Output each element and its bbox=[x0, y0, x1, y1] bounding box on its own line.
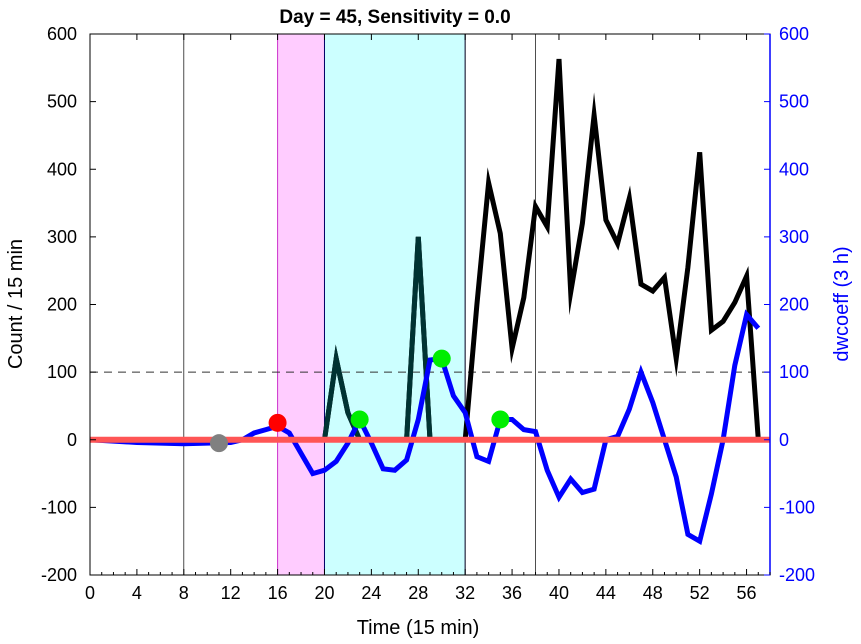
x-axis-label: Time (15 min) bbox=[357, 617, 480, 639]
band-1 bbox=[323, 33, 466, 576]
marker-1 bbox=[268, 413, 287, 432]
y-tick-label: 100 bbox=[47, 362, 77, 382]
y-tick-label: 0 bbox=[67, 430, 77, 450]
y2-tick-label: 200 bbox=[779, 295, 809, 315]
y2-tick-label: -200 bbox=[779, 565, 815, 585]
x-tick-label: 12 bbox=[221, 583, 241, 603]
series-line-2 bbox=[89, 309, 761, 546]
y2-axis-label: dwcoeff (3 h) bbox=[831, 246, 853, 361]
x-tick-label: 52 bbox=[690, 583, 710, 603]
marker-0 bbox=[209, 434, 228, 453]
y2-tick-label: 600 bbox=[779, 24, 809, 44]
x-tick-label: 8 bbox=[179, 583, 189, 603]
y-tick-label: 400 bbox=[47, 159, 77, 179]
y-tick-label: -200 bbox=[41, 565, 77, 585]
x-tick-label: 16 bbox=[268, 583, 288, 603]
y-tick-label: -100 bbox=[41, 497, 77, 517]
y-axis-label: Count / 15 min bbox=[5, 239, 27, 369]
x-tick-label: 20 bbox=[314, 583, 334, 603]
y2-tick-label: 400 bbox=[779, 159, 809, 179]
x-tick-label: 44 bbox=[596, 583, 616, 603]
marker-4 bbox=[491, 410, 510, 429]
y-tick-label: 200 bbox=[47, 295, 77, 315]
plot-area: 0 4 8 12 16 20 24 28 32 36 40 44 48 52 56-200-10001002… bbox=[41, 24, 815, 603]
x-tick-label: 32 bbox=[455, 583, 475, 603]
x-tick-label: 28 bbox=[408, 583, 428, 603]
x-tick-label: 4 bbox=[132, 583, 142, 603]
x-tick-label: 56 bbox=[737, 583, 757, 603]
y2-tick-label: 300 bbox=[779, 227, 809, 247]
y2-tick-label: -100 bbox=[779, 497, 815, 517]
y-tick-label: 600 bbox=[47, 24, 77, 44]
y2-tick-label: 500 bbox=[779, 92, 809, 112]
chart-title: Day = 45, Sensitivity = 0.0 bbox=[279, 7, 510, 28]
y2-tick-label: 0 bbox=[779, 430, 789, 450]
x-tick-label: 48 bbox=[643, 583, 663, 603]
marker-3 bbox=[432, 349, 451, 368]
band-0 bbox=[277, 33, 325, 576]
x-tick-label: 0 bbox=[85, 583, 95, 603]
x-tick-label: 36 bbox=[502, 583, 522, 603]
x-tick-label: 40 bbox=[549, 583, 569, 603]
y2-tick-label: 100 bbox=[779, 362, 809, 382]
y-tick-label: 500 bbox=[47, 92, 77, 112]
x-tick-label: 24 bbox=[361, 583, 381, 603]
marker-2 bbox=[350, 410, 369, 429]
y-tick-label: 300 bbox=[47, 227, 77, 247]
